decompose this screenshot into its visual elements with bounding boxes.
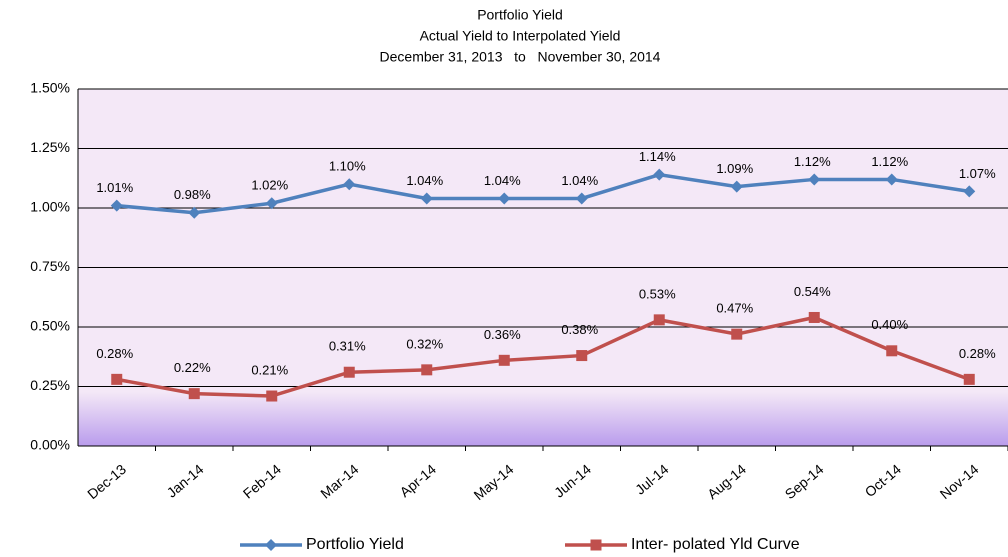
legend-label: Portfolio Yield <box>306 536 404 553</box>
marker <box>731 328 743 340</box>
marker <box>808 311 820 323</box>
marker <box>575 192 588 205</box>
marker <box>111 373 123 385</box>
marker <box>343 366 355 378</box>
data-label: 0.28% <box>959 346 996 361</box>
data-label: 1.02% <box>251 178 288 193</box>
x-tick-label: Dec-13 <box>84 461 129 502</box>
data-label: 0.28% <box>96 346 133 361</box>
data-label: 0.54% <box>794 284 831 299</box>
marker <box>590 539 602 551</box>
x-tick-label: Nov-14 <box>937 461 982 502</box>
y-tick-label: 0.00% <box>30 437 70 453</box>
data-label: 1.01% <box>96 180 133 195</box>
data-label: 1.14% <box>639 149 676 164</box>
data-label: 0.53% <box>639 286 676 301</box>
data-label: 1.04% <box>561 173 598 188</box>
data-label: 0.36% <box>484 327 521 342</box>
plot-gradient <box>78 392 1008 446</box>
x-tick-label: May-14 <box>471 461 517 503</box>
data-label: 0.40% <box>871 317 908 332</box>
data-label: 1.12% <box>871 154 908 169</box>
series-line <box>116 315 970 398</box>
data-label: 0.47% <box>716 301 753 316</box>
y-tick-label: 1.00% <box>30 199 70 215</box>
marker <box>886 345 898 357</box>
chart-subtitle: Actual Yield to Interpolated Yield <box>420 28 621 44</box>
data-label: 1.12% <box>794 154 831 169</box>
data-label: 0.22% <box>174 360 211 375</box>
marker <box>498 192 511 205</box>
series-line <box>116 172 970 215</box>
marker <box>265 197 278 210</box>
chart-title: Portfolio Yield <box>477 7 563 23</box>
x-tick-label: Mar-14 <box>317 461 361 502</box>
legend-label: Inter- polated Yld Curve <box>631 536 800 553</box>
marker <box>963 185 976 198</box>
x-tick-label: Sep-14 <box>782 461 827 502</box>
marker <box>498 354 510 366</box>
x-tick-label: Oct-14 <box>862 461 905 500</box>
marker <box>808 173 821 186</box>
y-tick-label: 0.75% <box>30 258 70 274</box>
marker <box>653 314 665 326</box>
data-label: 0.21% <box>251 362 288 377</box>
y-tick-label: 0.50% <box>30 318 70 334</box>
x-tick-label: Jan-14 <box>163 461 206 501</box>
data-label: 0.38% <box>561 322 598 337</box>
marker <box>420 192 433 205</box>
x-tick-label: Jul-14 <box>632 461 672 498</box>
data-label: 1.09% <box>716 161 753 176</box>
marker <box>730 180 743 193</box>
x-tick-label: Apr-14 <box>397 461 440 500</box>
marker <box>421 364 433 376</box>
y-tick-label: 0.25% <box>30 377 70 393</box>
data-label: 1.10% <box>329 159 366 174</box>
marker <box>188 388 200 400</box>
data-label: 1.07% <box>959 166 996 181</box>
chart-subtitle: December 31, 2013 to November 30, 2014 <box>380 49 661 65</box>
data-label: 1.04% <box>406 173 443 188</box>
x-tick-label: Feb-14 <box>240 461 284 502</box>
marker <box>885 173 898 186</box>
marker <box>653 168 666 181</box>
data-label: 0.32% <box>406 336 443 351</box>
marker <box>576 350 588 362</box>
marker <box>343 178 356 191</box>
x-tick-label: Aug-14 <box>704 461 749 502</box>
data-label: 1.04% <box>484 173 521 188</box>
y-tick-label: 1.25% <box>30 139 70 155</box>
x-tick-label: Jun-14 <box>551 461 594 501</box>
y-tick-label: 1.50% <box>30 80 70 96</box>
data-label: 0.31% <box>329 339 366 354</box>
marker <box>266 390 278 402</box>
marker <box>188 206 201 219</box>
marker <box>265 539 277 551</box>
marker <box>110 199 123 212</box>
data-label: 0.98% <box>174 187 211 202</box>
marker <box>963 373 975 385</box>
